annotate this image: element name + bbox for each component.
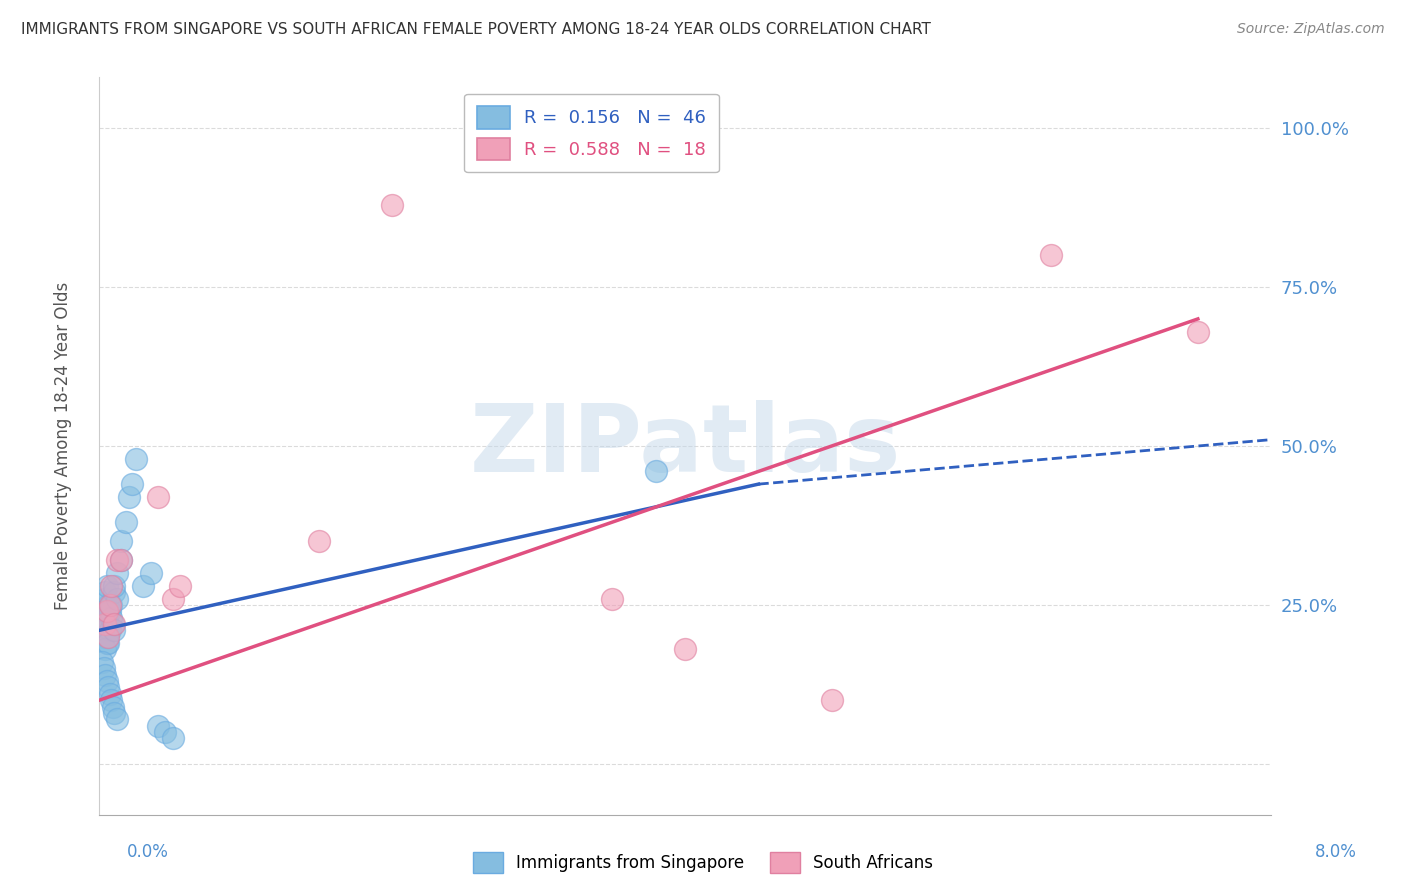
Point	[100, 610, 122, 624]
Point	[110, 534, 132, 549]
Point	[125, 451, 148, 466]
Point	[100, 579, 122, 593]
Point	[91, 655, 114, 669]
Point	[100, 598, 122, 612]
Point	[146, 490, 169, 504]
Point	[93, 661, 115, 675]
Point	[673, 642, 696, 657]
Point	[169, 579, 191, 593]
Point	[97, 598, 120, 612]
Text: Female Poverty Among 18-24 Year Olds: Female Poverty Among 18-24 Year Olds	[55, 282, 72, 610]
Point	[97, 630, 120, 644]
Point	[105, 566, 128, 580]
Text: 0.0%: 0.0%	[127, 843, 169, 861]
Point	[645, 464, 668, 478]
Point	[101, 699, 124, 714]
Point	[103, 706, 125, 720]
Point	[103, 579, 125, 593]
Point	[98, 624, 121, 638]
Point	[96, 579, 118, 593]
Point	[105, 553, 128, 567]
Point	[96, 630, 118, 644]
Point	[97, 616, 120, 631]
Point	[93, 604, 115, 618]
Point	[114, 515, 136, 529]
Point	[110, 553, 132, 567]
Point	[1187, 325, 1209, 339]
Point	[94, 616, 117, 631]
Point	[93, 630, 115, 644]
Point	[101, 616, 124, 631]
Point	[118, 490, 141, 504]
Point	[105, 591, 128, 606]
Point	[110, 553, 132, 567]
Point	[94, 591, 117, 606]
Point	[308, 534, 330, 549]
Point	[96, 674, 118, 689]
Legend: R =  0.156   N =  46, R =  0.588   N =  18: R = 0.156 N = 46, R = 0.588 N = 18	[464, 94, 718, 172]
Point	[97, 681, 120, 695]
Point	[103, 616, 125, 631]
Point	[96, 636, 118, 650]
Point	[146, 718, 169, 732]
Point	[381, 197, 404, 211]
Point	[98, 687, 121, 701]
Point	[96, 610, 118, 624]
Legend: Immigrants from Singapore, South Africans: Immigrants from Singapore, South African…	[467, 846, 939, 880]
Point	[94, 624, 117, 638]
Point	[98, 604, 121, 618]
Point	[98, 598, 121, 612]
Point	[600, 591, 623, 606]
Point	[96, 604, 118, 618]
Point	[94, 642, 117, 657]
Point	[103, 585, 125, 599]
Text: IMMIGRANTS FROM SINGAPORE VS SOUTH AFRICAN FEMALE POVERTY AMONG 18-24 YEAR OLDS : IMMIGRANTS FROM SINGAPORE VS SOUTH AFRIC…	[21, 22, 931, 37]
Point	[132, 579, 155, 593]
Point	[94, 585, 117, 599]
Point	[1040, 248, 1063, 262]
Point	[139, 566, 162, 580]
Text: 8.0%: 8.0%	[1315, 843, 1357, 861]
Text: Source: ZipAtlas.com: Source: ZipAtlas.com	[1237, 22, 1385, 37]
Point	[821, 693, 844, 707]
Point	[94, 667, 117, 681]
Point	[91, 616, 114, 631]
Point	[100, 693, 122, 707]
Text: ZIPatlas: ZIPatlas	[470, 400, 901, 492]
Point	[103, 624, 125, 638]
Point	[155, 725, 177, 739]
Point	[162, 591, 184, 606]
Point	[162, 731, 184, 746]
Point	[105, 712, 128, 726]
Point	[97, 636, 120, 650]
Point	[121, 477, 143, 491]
